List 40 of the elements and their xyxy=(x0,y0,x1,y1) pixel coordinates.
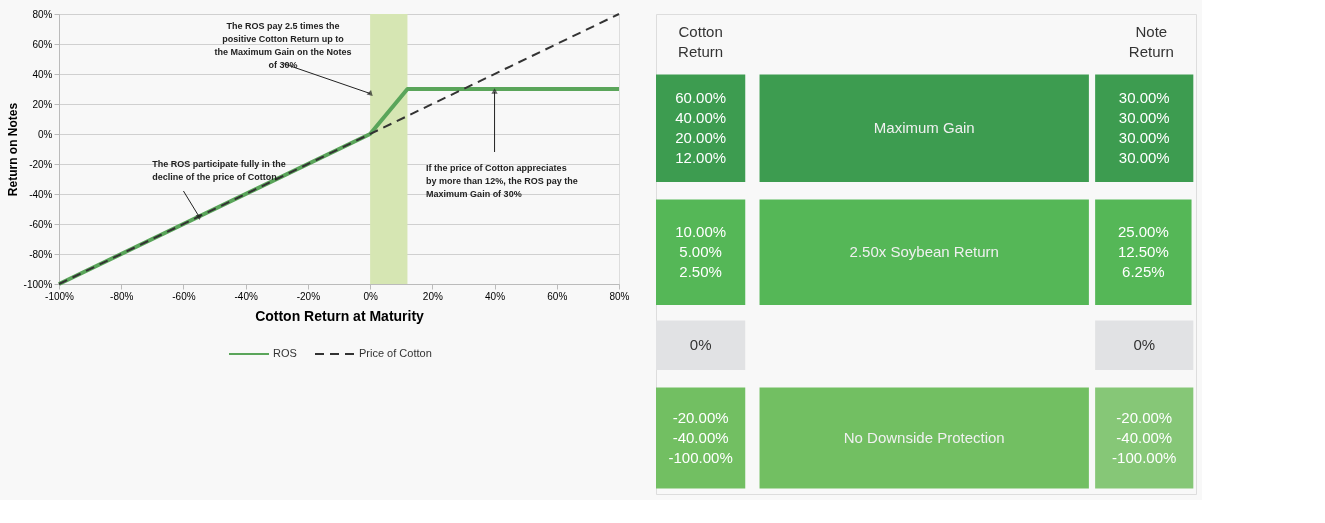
text: 25.00% 12.50% 6.25% xyxy=(1117,223,1169,281)
y-tick-label: -80% xyxy=(29,248,53,260)
x-tick-label: 20% xyxy=(422,290,443,302)
y-tick-label: 40% xyxy=(32,68,53,80)
x-tick-label: -100% xyxy=(45,290,75,302)
y-tick-label: -100% xyxy=(23,278,53,290)
x-tick-label: 40% xyxy=(485,290,506,302)
y-tick-label: -20% xyxy=(29,158,53,170)
text: 0% xyxy=(1133,336,1156,354)
y-tick-label: 60% xyxy=(32,38,53,50)
text: 30.00% 30.00% 30.00% 30.00% xyxy=(1118,89,1170,167)
text: 60.00% 40.00% 20.00% 12.00% xyxy=(675,89,727,167)
x-tick-label: -80% xyxy=(110,290,134,302)
x-axis-title: Cotton Return at Maturity xyxy=(255,307,425,324)
y-tick-label: -60% xyxy=(29,218,53,230)
text: 2.50x Soybean Return xyxy=(849,243,999,261)
annotation: The ROS participate fully in the decline of the price of Cotton xyxy=(152,158,286,182)
text: No Downside Protection xyxy=(843,429,1005,447)
annotation: The ROS pay 2.5 times the positive Cotton Return up to the Maximum Gain on the Notes of 30% xyxy=(214,20,352,70)
legend-label: Price of Cotton xyxy=(359,347,432,359)
x-tick-label: -20% xyxy=(296,290,321,302)
text: 10.00% 5.00% 2.50% xyxy=(675,223,727,281)
text: 0% xyxy=(689,336,712,354)
annotation: If the price of Cotton appreciates by more than 12%, the ROS pay the Maximum Gain of 30% xyxy=(426,163,578,199)
text: -20.00% -40.00% -100.00% xyxy=(1112,409,1177,467)
y-tick-label: 20% xyxy=(32,98,53,110)
y-tick-label: -40% xyxy=(29,188,53,200)
x-tick-label: 60% xyxy=(547,290,568,302)
x-tick-label: 0% xyxy=(363,290,378,302)
y-axis-title: Return on Notes xyxy=(5,102,20,197)
x-tick-label: -40% xyxy=(234,290,258,302)
x-tick-label: 80% xyxy=(609,290,630,302)
x-tick-label: -60% xyxy=(172,290,196,302)
y-tick-label: 80% xyxy=(32,8,53,20)
text: -20.00% -40.00% -100.00% xyxy=(668,409,733,467)
y-tick-label: 0% xyxy=(38,128,53,140)
legend-label: ROS xyxy=(273,347,297,359)
text: Maximum Gain xyxy=(873,119,975,137)
text: Note Return xyxy=(1128,22,1174,60)
text: Cotton Return xyxy=(678,22,724,60)
